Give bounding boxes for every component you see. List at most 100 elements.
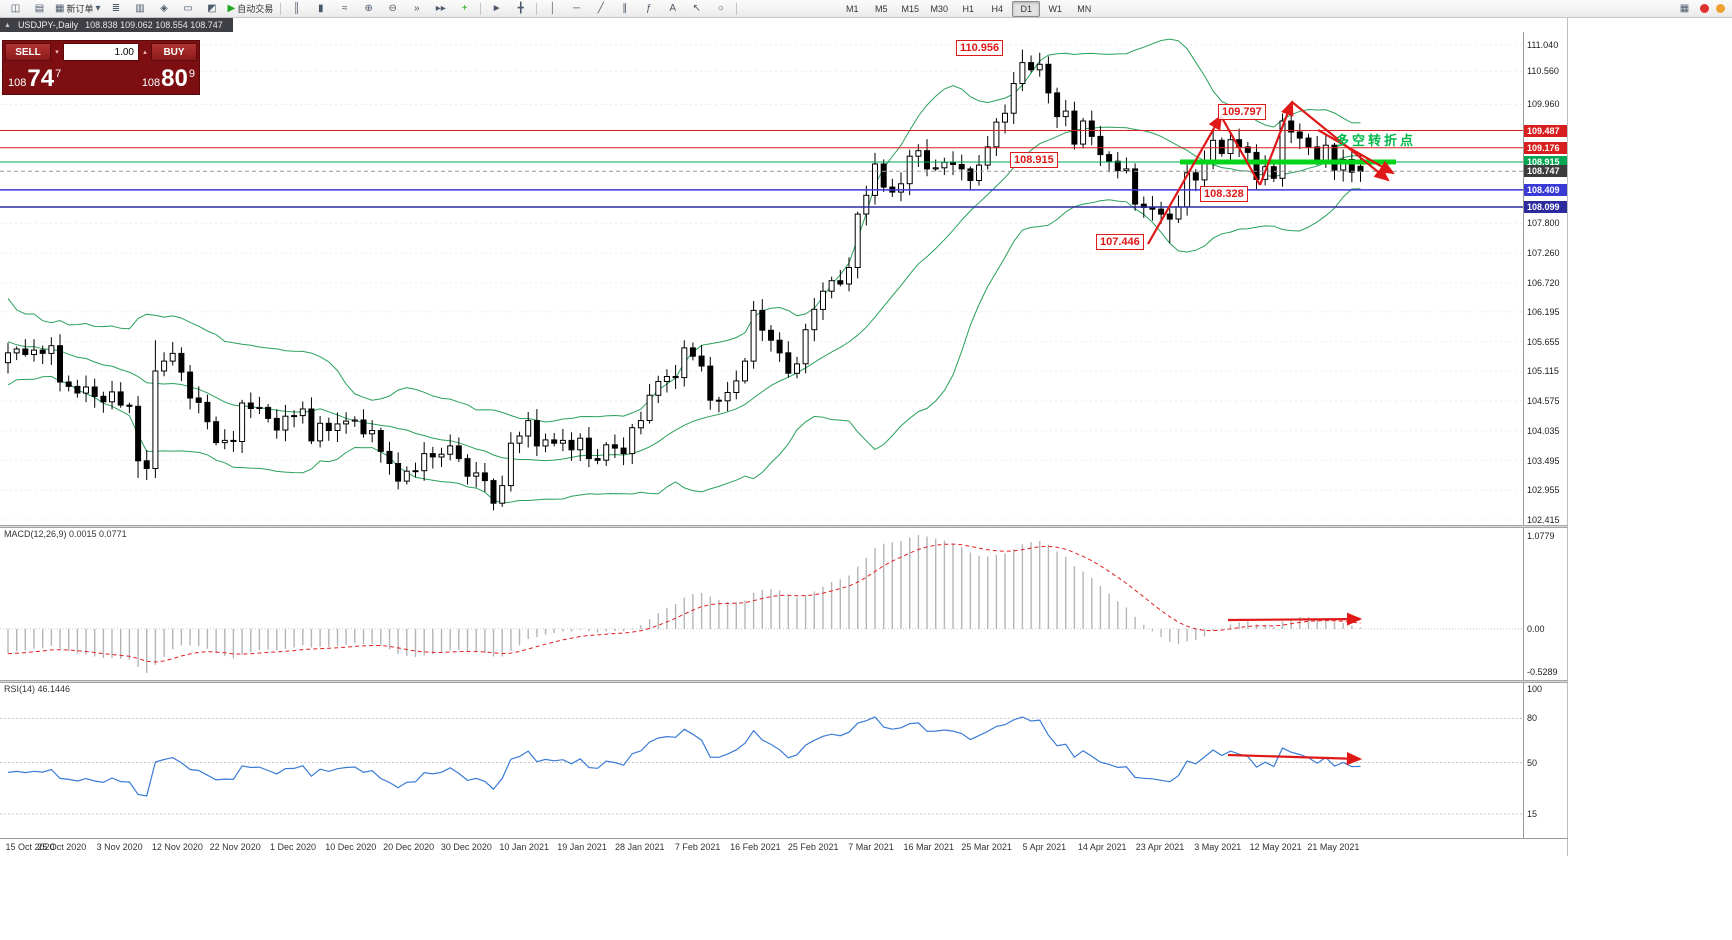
timeframe-m30[interactable]: M30 <box>930 3 948 14</box>
timeframe-m1[interactable]: M1 <box>845 3 859 14</box>
chart-line-button[interactable]: ≈ <box>333 0 356 17</box>
pane-splitter-macd[interactable] <box>0 525 1568 528</box>
profiles-button[interactable]: ▤ <box>28 0 51 17</box>
chart-candles-button[interactable]: ▮ <box>309 0 332 17</box>
trendline-button[interactable]: ╱ <box>589 0 612 17</box>
chart-bars-button[interactable]: ║ <box>285 0 308 17</box>
chart-shift-button[interactable]: ▸▸ <box>429 0 452 17</box>
grid-button[interactable]: ▦ <box>1673 0 1696 17</box>
date-label: 7 Mar 2021 <box>848 842 894 852</box>
date-label: 3 May 2021 <box>1194 842 1242 852</box>
pane-splitter-rsi[interactable] <box>0 680 1568 683</box>
date-label: 10 Dec 2020 <box>325 842 377 852</box>
toolbar-separator <box>280 2 282 15</box>
chart-bars-icon: ║ <box>293 2 301 14</box>
bid-price-head: 108 <box>8 77 27 89</box>
horizontal-line-icon: ─ <box>573 2 581 14</box>
bid-price-big: 74 <box>27 65 55 92</box>
zoom-in-button[interactable]: ⊕ <box>357 0 380 17</box>
date-label: 14 Apr 2021 <box>1077 842 1127 852</box>
price-annotation-label[interactable]: 107.446 <box>1096 234 1144 250</box>
volume-input[interactable]: 1.00 <box>63 43 139 61</box>
crosshair-icon: ╋ <box>517 2 524 14</box>
timeframe-m5[interactable]: M5 <box>874 3 888 14</box>
cursor-button[interactable]: ► <box>485 0 508 17</box>
auto-scroll-button[interactable]: » <box>405 0 428 17</box>
toolbar-separator <box>736 2 738 15</box>
vertical-line-icon: │ <box>549 2 556 14</box>
trendline-icon: ╱ <box>597 2 604 14</box>
price-tick: 107.260 <box>1527 248 1560 258</box>
autotrading-icon: ▶ <box>227 2 236 14</box>
channel-button[interactable]: ∥ <box>613 0 636 17</box>
new-chart-icon: ◫ <box>10 2 21 14</box>
zoom-in-icon: ⊕ <box>364 2 373 14</box>
buy-button[interactable]: BUY <box>151 43 197 61</box>
timeframe-m15[interactable]: M15 <box>901 3 919 14</box>
ask-price: 108 80 9 <box>141 62 195 92</box>
toolbar: ◫ ▤ ▦ 新订单 ▾ ≣ ▥ ◈ ▭ ◩ ▶ 自动交易 ║ ▮ ≈ ⊕ ⊖ » ▸▸ + ► ╋ │ ─ ╱ ∥ ƒ A ↖ ○ M1 M5… <box>0 0 1732 18</box>
data-window-button[interactable]: ▥ <box>129 0 152 17</box>
price-tick: 110.560 <box>1527 66 1559 76</box>
horizontal-line-button[interactable]: ─ <box>565 0 588 17</box>
zoom-out-icon: ⊖ <box>388 2 397 14</box>
crosshair-button[interactable]: ╋ <box>509 0 532 17</box>
price-line-badge: 108.409 <box>1524 184 1567 196</box>
terminal-button[interactable]: ▭ <box>177 0 200 17</box>
horizontal-level-lines <box>0 130 1523 208</box>
timeframe-w1[interactable]: W1 <box>1048 3 1062 14</box>
price-tick: 104.575 <box>1527 396 1560 406</box>
price-tick: 105.655 <box>1527 337 1560 347</box>
price-annotation-label[interactable]: 109.797 <box>1218 104 1266 120</box>
volume-down-stepper[interactable]: ▾ <box>55 49 59 56</box>
chart-window: ▲ USDJPY-,Daily 108.838 109.062 108.554 … <box>0 18 1568 856</box>
arrows-button[interactable]: ↖ <box>685 0 708 17</box>
alert-red-dot[interactable] <box>1700 4 1709 13</box>
bid-price-sup: 7 <box>55 68 62 80</box>
autotrading-button-label: 自动交易 <box>237 4 274 14</box>
price-gridlines <box>0 44 1523 521</box>
chart-ohlc-values: 108.838 109.062 108.554 108.747 <box>85 20 223 30</box>
date-label: 23 Apr 2021 <box>1135 842 1185 852</box>
text-button[interactable]: A <box>661 0 684 17</box>
chart-symbol-period: USDJPY-,Daily <box>17 20 79 30</box>
grid-icon: ▦ <box>1679 2 1690 14</box>
vertical-line-button[interactable]: │ <box>541 0 564 17</box>
date-label: 12 May 2021 <box>1249 842 1302 852</box>
volume-up-stepper[interactable]: ▴ <box>143 49 147 56</box>
date-label: 10 Jan 2021 <box>499 842 549 852</box>
new-order-icon: ▦ <box>55 2 65 14</box>
strategy-tester-button[interactable]: ◩ <box>201 0 224 17</box>
bull-bear-pivot-note[interactable]: 多空转折点 <box>1336 133 1417 148</box>
ask-price-sup: 9 <box>188 68 195 80</box>
autotrading-button[interactable]: ▶ 自动交易 <box>225 0 277 17</box>
indicators-button[interactable]: + <box>453 0 476 17</box>
chart-title-marker-icon: ▲ <box>4 21 11 29</box>
zoom-out-button[interactable]: ⊖ <box>381 0 404 17</box>
price-annotation-label[interactable]: 108.915 <box>1010 152 1058 168</box>
price-annotation-label[interactable]: 110.956 <box>956 40 1004 56</box>
drawn-trend-arrows[interactable] <box>1147 99 1395 766</box>
bollinger-bands <box>7 38 1361 504</box>
new-order-button[interactable]: ▦ 新订单 ▾ <box>52 0 104 17</box>
shapes-button[interactable]: ○ <box>709 0 732 17</box>
data-window-icon: ▥ <box>135 2 145 14</box>
timeframe-h1[interactable]: H1 <box>962 3 974 14</box>
alert-orange-dot[interactable] <box>1716 4 1725 13</box>
price-line-badge: 109.176 <box>1524 142 1567 154</box>
price-annotation-label[interactable]: 108.328 <box>1200 186 1248 202</box>
market-watch-button[interactable]: ≣ <box>105 0 128 17</box>
candles <box>5 49 1364 511</box>
new-chart-button[interactable]: ◫ <box>4 0 27 17</box>
sell-button[interactable]: SELL <box>5 43 51 61</box>
timeframe-h4[interactable]: H4 <box>991 3 1003 14</box>
date-label: 12 Nov 2020 <box>151 842 203 852</box>
macd-scale-value: 1.0779 <box>1527 531 1555 541</box>
indicators-icon: + <box>461 2 468 14</box>
timeframe-mn[interactable]: MN <box>1077 3 1092 14</box>
timeframe-d1[interactable]: D1 <box>1012 0 1041 17</box>
navigator-button[interactable]: ◈ <box>153 0 176 17</box>
fibonacci-button[interactable]: ƒ <box>637 0 660 17</box>
price-line-badge: 108.747 <box>1524 165 1567 177</box>
date-label: 28 Jan 2021 <box>615 842 665 852</box>
